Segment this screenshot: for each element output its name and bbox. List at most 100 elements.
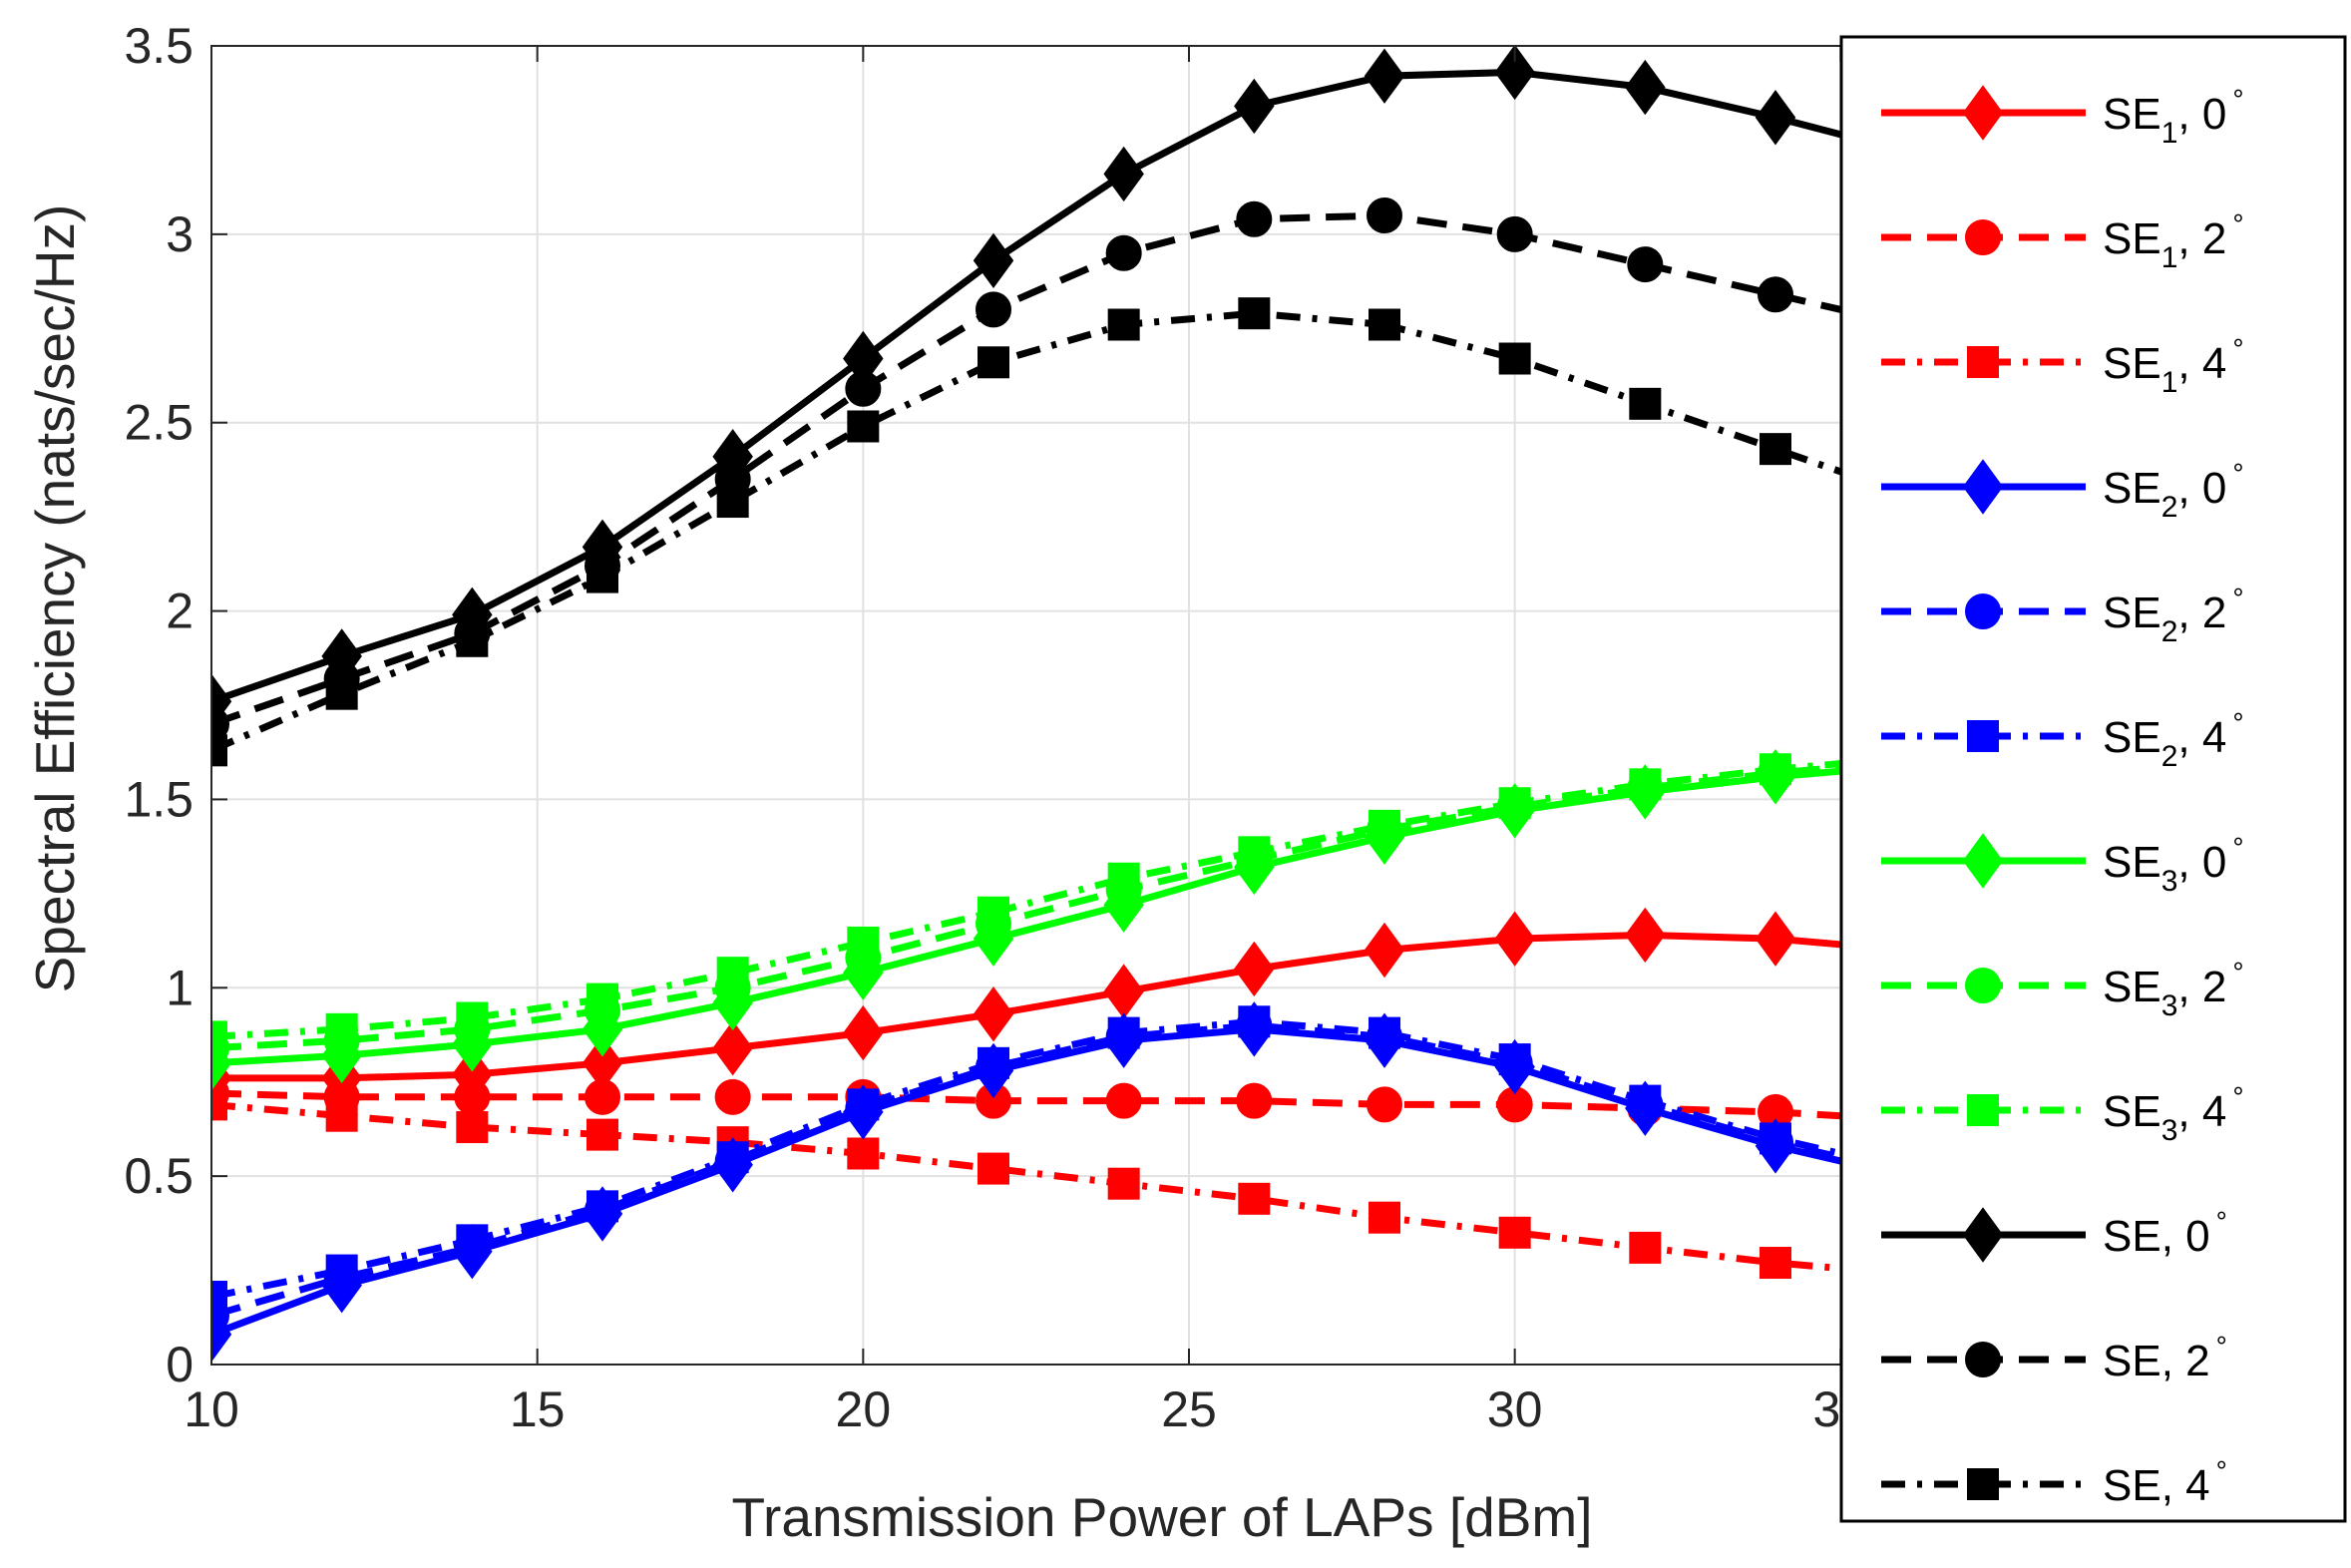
data-point: [1107, 308, 1140, 341]
data-point: [1760, 433, 1791, 466]
data-point: [1236, 1082, 1273, 1119]
data-point: [1107, 862, 1140, 895]
data-point: [1496, 215, 1533, 252]
data-point: [1755, 911, 1796, 967]
data-point: [847, 1088, 880, 1121]
data-point: [1627, 246, 1664, 283]
legend-marker: [1962, 85, 2004, 141]
data-point: [587, 1118, 618, 1151]
legend-label: SE3, 4 °: [2103, 1081, 2244, 1147]
data-point: [1629, 768, 1662, 801]
data-point: [843, 1004, 884, 1061]
legend-label: SE3, 0 °: [2103, 832, 2244, 898]
data-point: [1236, 200, 1273, 237]
data-point: [1105, 1082, 1142, 1119]
y-tick-label: 1: [166, 960, 194, 1015]
legend-entry: SE1, 0 °: [1881, 84, 2244, 150]
legend-marker: [1962, 833, 2004, 889]
data-point: [1234, 78, 1275, 135]
legend-entry: SE, 4 °: [1881, 1455, 2227, 1510]
data-point: [1238, 1182, 1271, 1215]
data-point: [1629, 1231, 1662, 1264]
x-tick-label: 15: [510, 1381, 566, 1437]
data-point: [712, 1020, 753, 1076]
data-point: [1498, 342, 1531, 375]
legend-entry: SE1, 2 °: [1881, 208, 2244, 274]
data-point: [211, 1020, 227, 1053]
data-point: [1369, 809, 1400, 842]
data-point: [456, 1001, 489, 1034]
data-point: [587, 982, 618, 1015]
series-2: [211, 1088, 1843, 1280]
data-point: [847, 926, 880, 959]
data-point: [325, 1099, 358, 1132]
data-point: [973, 232, 1014, 288]
data-point: [211, 734, 227, 767]
legend-marker: [1967, 1094, 1999, 1126]
legend-entry: SE2, 2 °: [1881, 583, 2244, 648]
data-point: [1498, 1216, 1531, 1249]
data-point: [1755, 90, 1796, 146]
axes: 10152025303500.511.522.533.5: [124, 18, 2167, 1437]
data-point: [1625, 907, 1666, 964]
y-tick-label: 0.5: [124, 1148, 194, 1204]
data-point: [585, 1078, 620, 1115]
data-point: [1625, 59, 1666, 116]
data-point: [978, 896, 1009, 929]
legend-label: SE1, 0 °: [2103, 84, 2244, 150]
legend-entry: SE1, 4 °: [1881, 333, 2244, 399]
legend-entry: SE2, 0 °: [1881, 458, 2244, 524]
legend-entry: SE3, 4 °: [1881, 1081, 2244, 1147]
data-point: [716, 1141, 749, 1174]
data-point: [1238, 1005, 1271, 1038]
data-point: [454, 1078, 491, 1115]
legend-label: SE1, 2 °: [2103, 208, 2244, 274]
legend-entry: SE3, 2 °: [1881, 957, 2244, 1022]
legend-entry: SE3, 0 °: [1881, 832, 2244, 898]
data-point: [1498, 1043, 1531, 1076]
data-point: [1629, 1084, 1662, 1117]
data-point: [325, 677, 358, 710]
data-point: [976, 291, 1011, 328]
data-point: [1369, 1201, 1400, 1234]
data-point: [847, 1137, 880, 1170]
data-point: [1105, 234, 1142, 271]
x-axis-title: Transmission Power of LAPs [dBm]: [732, 1486, 1593, 1548]
data-point: [1238, 836, 1271, 869]
legend-entry: SE2, 4 °: [1881, 707, 2244, 773]
data-point: [978, 1046, 1009, 1079]
data-point: [211, 705, 229, 742]
data-point: [978, 1152, 1009, 1185]
data-point: [1238, 297, 1271, 330]
x-tick-label: 30: [1487, 1381, 1543, 1437]
legend: SE1, 0 ° SE1, 2 ° SE1, 4 ° SE2, 0 ° SE2, 2 ° SE2, …: [1839, 35, 2347, 1523]
data-point: [973, 986, 1014, 1042]
data-point: [1498, 787, 1531, 820]
y-axis-title: Spectral Efficiency (nats/sec/Hz): [24, 204, 86, 993]
data-point: [1103, 146, 1144, 202]
series-layer: [211, 46, 1843, 1363]
data-point: [716, 486, 749, 519]
data-point: [1107, 1167, 1140, 1200]
data-point: [1760, 1122, 1791, 1155]
series-line: [211, 1100, 1843, 1273]
legend-marker: [1965, 593, 2001, 629]
data-point: [211, 1088, 227, 1121]
legend-label: SE3, 2 °: [2103, 957, 2244, 1022]
data-point: [325, 1254, 358, 1287]
y-tick-label: 0: [166, 1337, 194, 1392]
data-point: [1364, 48, 1405, 104]
data-point: [845, 370, 882, 407]
data-point: [456, 624, 489, 657]
legend-marker: [1962, 459, 2004, 515]
legend-label: SE, 4 °: [2103, 1455, 2227, 1510]
legend-marker: [1967, 720, 1999, 752]
y-tick-label: 3.5: [124, 18, 194, 74]
legend-marker: [1965, 219, 2001, 255]
legend-entry: SE, 0 °: [1881, 1206, 2227, 1263]
x-tick-label: 25: [1161, 1381, 1217, 1437]
legend-marker: [1967, 346, 1999, 378]
data-point: [1364, 922, 1405, 979]
x-tick-label: 20: [836, 1381, 892, 1437]
data-point: [1760, 1247, 1791, 1280]
